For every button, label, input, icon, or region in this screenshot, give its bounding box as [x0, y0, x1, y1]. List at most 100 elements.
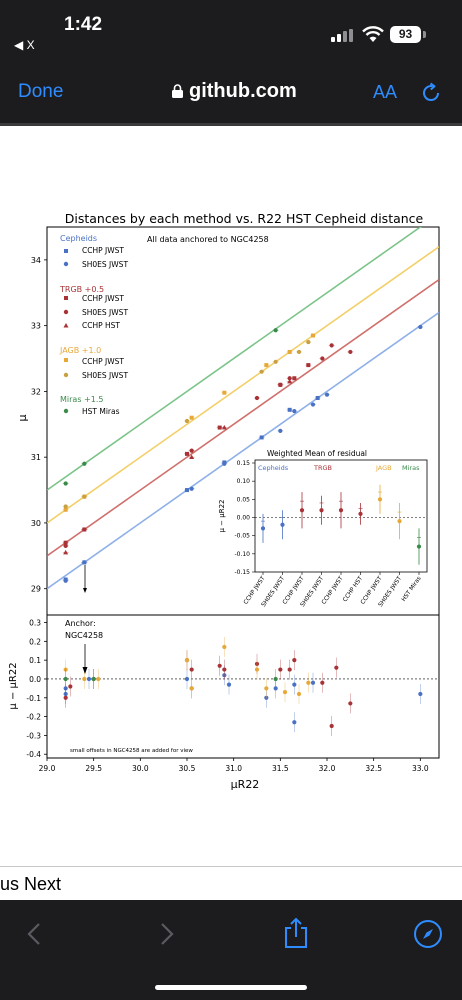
tick-label: 33 [31, 322, 41, 331]
data-point [287, 378, 293, 384]
data-point [63, 540, 68, 545]
data-point [273, 676, 278, 682]
data-point [329, 723, 334, 729]
done-button[interactable]: Done [18, 81, 64, 102]
legend-item: CCHP JWST [82, 246, 124, 255]
data-point [63, 676, 68, 682]
anchor-arrowhead-up [83, 588, 87, 593]
legend-cepheids-title: Cepheids [60, 234, 97, 243]
data-point [292, 682, 297, 687]
wifi-icon [362, 26, 384, 42]
data-point [189, 686, 194, 691]
data-point [397, 519, 402, 524]
inset-group-jagb: JAGB [375, 464, 392, 472]
data-point [184, 676, 190, 682]
data-point [254, 395, 260, 401]
fit-line [47, 227, 422, 491]
inset-group-trgb: TRGB [313, 464, 332, 472]
data-point [189, 448, 194, 453]
lock-icon [172, 84, 183, 98]
data-point [222, 390, 227, 395]
tick-label: -0.1 [26, 694, 41, 703]
data-point [68, 684, 73, 689]
data-point [278, 382, 283, 387]
tick-label: 32.5 [365, 764, 382, 773]
offset-note: small offsets in NGC4258 are added for v… [70, 748, 193, 754]
browser-bottom-toolbar [0, 900, 462, 1000]
tick-label: 29.0 [39, 764, 56, 773]
legend-item: CCHP JWST [82, 357, 124, 366]
reload-icon[interactable] [420, 82, 442, 104]
data-point [185, 451, 189, 456]
data-point [311, 333, 315, 338]
data-point [264, 363, 269, 368]
data-point [189, 486, 194, 491]
status-time: 1:42 [64, 14, 103, 35]
data-point [278, 667, 283, 672]
data-point [292, 409, 297, 414]
data-point [292, 658, 297, 663]
next-link[interactable]: us Next [0, 874, 62, 894]
anchor-label-2: NGC4258 [65, 631, 103, 640]
tick-label: 0.15 [237, 460, 251, 467]
tick-label: -0.15 [234, 569, 250, 576]
tick-label: -0.4 [26, 750, 41, 759]
data-point [222, 667, 227, 672]
data-point [189, 415, 194, 420]
data-point [226, 682, 232, 687]
url-label[interactable]: github.com [189, 80, 297, 102]
fit-line [47, 278, 439, 557]
data-point [329, 343, 334, 348]
home-indicator [155, 985, 307, 990]
data-point [282, 690, 288, 695]
data-point [63, 543, 68, 549]
forward-arrow-icon[interactable] [157, 920, 177, 948]
back-arrow-icon[interactable] [24, 920, 44, 948]
tick-label: 29 [31, 585, 41, 594]
legend-jagb-title: JAGB +1.0 [59, 346, 101, 355]
share-icon[interactable] [283, 917, 309, 949]
tick-label: 0.00 [237, 515, 251, 522]
battery-icon: 93 [390, 26, 421, 43]
data-point [320, 680, 325, 685]
data-point [221, 424, 227, 430]
data-point [358, 511, 363, 516]
data-point [63, 481, 68, 486]
tick-label: 0.2 [29, 637, 41, 646]
back-to-app-link[interactable]: ◀ X [14, 38, 35, 52]
inset-group-cepheids: Cepheids [258, 464, 289, 472]
data-point [259, 435, 264, 440]
tick-label: 0.10 [237, 478, 251, 485]
fit-line [47, 246, 439, 524]
tick-label: 31 [31, 453, 41, 462]
data-point [222, 644, 227, 650]
data-point [63, 695, 68, 700]
data-point [222, 461, 227, 466]
legend-miras-title: Miras +1.5 [60, 395, 103, 404]
data-point [189, 454, 195, 459]
data-point [273, 328, 278, 333]
data-point [189, 667, 194, 672]
compass-icon[interactable] [413, 919, 443, 949]
cellular-signal-icon [331, 29, 355, 42]
data-point [273, 359, 278, 364]
data-point [306, 363, 311, 368]
fit-line [47, 311, 439, 590]
data-point [324, 392, 330, 397]
data-point [96, 676, 101, 682]
x-axis-label: μR22 [231, 778, 260, 791]
main-data-points [62, 324, 424, 583]
data-point [82, 494, 87, 499]
tick-label: 0.05 [237, 496, 251, 503]
data-point [260, 526, 266, 531]
data-point [278, 428, 283, 433]
main-y-ticks: 29 30 31 32 33 34 [31, 256, 47, 594]
tick-label: 0.3 [29, 619, 41, 628]
tick-label: -0.3 [26, 731, 41, 740]
residual-data-points [47, 636, 439, 737]
tick-label: 33.0 [412, 764, 429, 773]
data-point [299, 508, 305, 513]
text-size-button[interactable]: AA [373, 82, 398, 102]
data-point [63, 578, 68, 583]
data-point [296, 691, 302, 697]
